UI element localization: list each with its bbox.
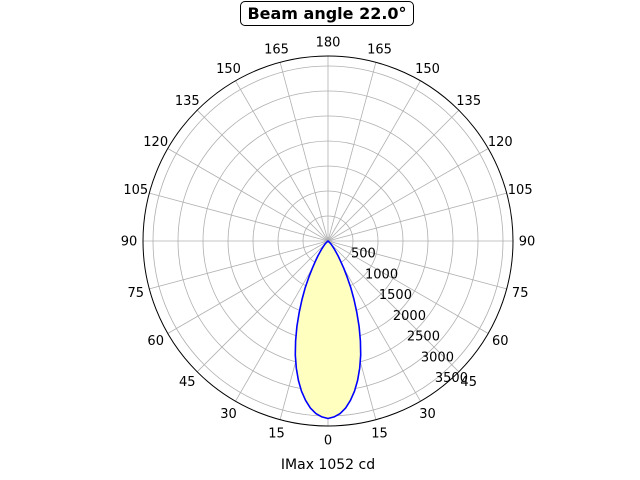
angle-tick-label: 90 [519, 235, 536, 250]
grid-spoke [327, 240, 489, 334]
radial-tick-label: 2500 [407, 330, 440, 345]
grid-spoke [327, 80, 421, 242]
angle-tick-label: 165 [367, 42, 392, 57]
chart-title: Beam angle 22.0° [247, 4, 407, 23]
angle-tick-label: 75 [128, 286, 145, 301]
angle-tick-label: 180 [316, 36, 341, 51]
angle-tick-label: 45 [179, 375, 196, 390]
angle-tick-label: 60 [147, 334, 164, 349]
angle-tick-label: 105 [123, 183, 148, 198]
angle-tick-label: 75 [512, 286, 529, 301]
radial-tick-label: 1000 [365, 268, 398, 283]
angle-tick-label: 60 [492, 334, 509, 349]
radial-tick-label: 3000 [421, 350, 454, 365]
grid-spoke [196, 240, 329, 373]
grid-spoke [196, 109, 329, 242]
curve-fill [295, 241, 361, 419]
grid-spoke [279, 62, 329, 242]
chart-title-box: Beam angle 22.0° [240, 1, 414, 26]
tick-labels: 0 15 30 45 60 75 90 105 120 135 150 165 180 15 30 45 60 7… [121, 36, 536, 449]
radial-tick-label: 1500 [379, 288, 412, 303]
angle-tick-label: 120 [143, 135, 168, 150]
polar-frame [142, 55, 514, 427]
angle-tick-label: 30 [419, 407, 436, 422]
angle-tick-label: 90 [121, 235, 138, 250]
angle-tick-label: 15 [268, 427, 285, 442]
angle-tick-label: 135 [175, 94, 200, 109]
radial-tick-label: 3500 [435, 371, 468, 386]
angle-tick-label: 105 [508, 183, 533, 198]
angle-tick-label: 165 [264, 42, 289, 57]
angle-tick-label: 30 [220, 407, 237, 422]
grid-spoke [149, 192, 329, 242]
angle-tick-label: 150 [216, 62, 241, 77]
angle-tick-label: 135 [456, 94, 481, 109]
grid-spoke [167, 148, 329, 242]
radial-tick-label: 500 [351, 247, 376, 262]
grid-spoke [327, 240, 460, 373]
grid-spoke [327, 148, 489, 242]
grid-spoke [327, 62, 377, 242]
angle-tick-label: 0 [324, 434, 332, 449]
angle-tick-label: 150 [415, 62, 440, 77]
radial-tick-label: 2000 [393, 309, 426, 324]
grid-spoke [327, 192, 507, 242]
angle-tick-label: 15 [371, 427, 388, 442]
grid-spoke [149, 240, 329, 290]
x-axis-label: IMax 1052 cd [280, 457, 376, 473]
angle-tick-label: 120 [488, 135, 513, 150]
angle-tick-label: 45 [460, 375, 477, 390]
intensity-curves [294, 240, 362, 420]
grid-spoke [235, 80, 329, 242]
grid-spoke [167, 240, 329, 334]
grid-spoke [327, 109, 460, 242]
grid-spoke [327, 240, 507, 290]
